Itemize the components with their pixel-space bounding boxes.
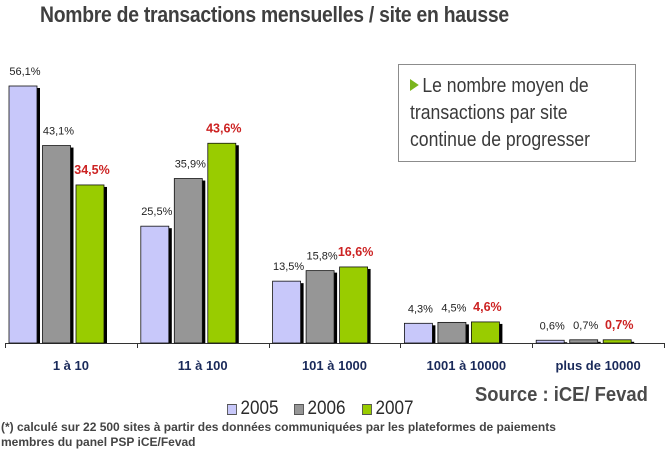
data-label: 15,8% xyxy=(306,251,337,263)
legend-swatch-2005 xyxy=(227,403,237,415)
data-label: 34,5% xyxy=(74,163,109,177)
legend-item-2007: 2007 xyxy=(361,398,414,420)
legend-label-2006: 2006 xyxy=(307,398,346,419)
source-label: Source : iCE/ Fevad xyxy=(475,384,648,406)
footnote: (*) calculé sur 22 500 sites à partir de… xyxy=(1,420,556,450)
data-label: 4,3% xyxy=(408,303,433,315)
category-label: plus de 10000 xyxy=(555,358,640,373)
bar-2006-2 xyxy=(305,270,335,344)
bar-2007-3 xyxy=(470,321,500,344)
data-label: 0,6% xyxy=(540,320,565,332)
data-label: 0,7% xyxy=(605,318,634,332)
data-label: 4,6% xyxy=(473,300,502,314)
bar-2006-4 xyxy=(569,339,599,344)
legend-label-2005: 2005 xyxy=(240,398,279,419)
bar-2007-0 xyxy=(75,184,105,344)
bar-2005-1 xyxy=(140,225,170,344)
bar-2006-0 xyxy=(42,145,71,344)
bar-2007-1 xyxy=(207,142,237,344)
legend-swatch-2006 xyxy=(294,403,305,415)
callout-box: Le nombre moyen de transactions par site… xyxy=(398,64,636,162)
legend-swatch-2007 xyxy=(361,403,372,415)
legend-item-2006: 2006 xyxy=(294,398,346,420)
data-label: 56,1% xyxy=(9,66,40,78)
bar-2005-0 xyxy=(8,85,38,344)
legend-label-2007: 2007 xyxy=(375,398,414,419)
footnote-line-1: (*) calculé sur 22 500 sites à partir de… xyxy=(1,420,556,434)
category-label: 11 à 100 xyxy=(178,358,228,373)
data-label: 25,5% xyxy=(141,206,172,218)
footnote-line-2: membres du panel PSP iCE/Fevad xyxy=(1,435,196,449)
data-label: 0,7% xyxy=(573,320,598,332)
bar-2005-3 xyxy=(403,322,433,344)
callout-line-2: transactions par site xyxy=(410,102,568,124)
bar-2007-2 xyxy=(339,266,369,344)
bar-2007-4 xyxy=(602,339,632,344)
category-label: 1 à 10 xyxy=(53,358,89,373)
callout-line-1: Le nombre moyen de xyxy=(422,75,589,97)
bar-2006-3 xyxy=(437,321,467,344)
data-label: 16,6% xyxy=(338,245,373,259)
bar-2005-4 xyxy=(535,339,565,344)
category-label: 1001 à 10000 xyxy=(427,358,507,373)
callout-line-3: continue de progresser xyxy=(410,129,591,151)
data-label: 35,9% xyxy=(175,159,206,171)
chart-title: Nombre de transactions mensuelles / site… xyxy=(40,2,509,27)
bar-2006-1 xyxy=(173,178,203,344)
data-label: 43,6% xyxy=(206,121,241,135)
data-label: 4,5% xyxy=(441,302,466,314)
bullet-triangle-icon xyxy=(410,79,419,91)
data-label: 13,5% xyxy=(273,261,304,273)
legend-item-2005: 2005 xyxy=(227,398,279,420)
bar-2005-2 xyxy=(272,280,302,344)
legend: 2005 2006 2007 xyxy=(227,398,429,420)
data-label: 43,1% xyxy=(43,126,74,138)
category-label: 101 à 1000 xyxy=(302,358,367,373)
